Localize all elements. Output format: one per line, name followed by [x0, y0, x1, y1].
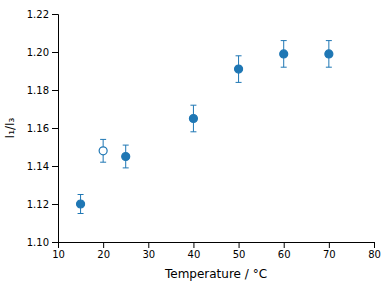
tick: 1.20: [27, 47, 58, 58]
tick-mark: [374, 242, 375, 248]
point: [325, 50, 333, 58]
x-axis: 10 20 30 40 50 60 70 80: [52, 242, 381, 260]
tick-label: 1.12: [27, 199, 49, 210]
point: [99, 147, 107, 155]
tick: 80: [368, 242, 381, 260]
point: [280, 50, 288, 58]
error-bar: [236, 56, 242, 83]
tick-mark: [148, 242, 149, 248]
x-axis-title: Temperature / °C: [164, 267, 267, 281]
tick-label: 1.14: [27, 161, 49, 172]
axis-line: [52, 15, 59, 243]
tick-label: 60: [278, 249, 291, 260]
point: [77, 200, 85, 208]
error-bar: [281, 41, 287, 68]
tick-mark: [52, 166, 58, 167]
point: [122, 153, 130, 161]
tick: 1.12: [27, 199, 58, 210]
tick-mark: [239, 242, 240, 248]
tick-mark: [193, 242, 194, 248]
series: [99, 139, 107, 162]
tick: 1.10: [27, 237, 58, 248]
tick-label: 10: [52, 249, 65, 260]
tick-label: 80: [368, 249, 381, 260]
tick-mark: [284, 242, 285, 248]
tick: 20: [97, 242, 110, 260]
tick-mark: [52, 52, 58, 53]
y-axis: 1.10 1.12 1.14 1.16 1.18 1.20 1.22: [27, 9, 59, 248]
tick-mark: [52, 14, 58, 15]
tick: 10: [52, 242, 65, 260]
error-bar: [326, 41, 332, 68]
chart: 10 20 30 40 50 60 70 80 1.10 1.12 1.14 1.16 1.18 1.20…: [0, 0, 390, 286]
point: [235, 65, 243, 73]
error-bar: [78, 195, 84, 214]
axis-line: [59, 243, 375, 249]
tick-label: 1.22: [27, 9, 49, 20]
tick-mark: [52, 242, 58, 243]
tick: 30: [142, 242, 155, 260]
tick-mark: [52, 90, 58, 91]
tick-label: 1.16: [27, 123, 49, 134]
tick: 1.18: [27, 85, 58, 96]
point: [189, 115, 197, 123]
error-bar: [190, 105, 196, 132]
tick: 50: [233, 242, 246, 260]
series: [77, 41, 333, 214]
tick-mark: [103, 242, 104, 248]
tick: 1.22: [27, 9, 58, 20]
tick-mark: [329, 242, 330, 248]
tick-label: 20: [97, 249, 110, 260]
plot-area: [77, 41, 333, 214]
tick-label: 1.18: [27, 85, 49, 96]
tick: 1.14: [27, 161, 58, 172]
tick-mark: [52, 128, 58, 129]
tick-label: 40: [188, 249, 201, 260]
tick-label: 1.20: [27, 47, 49, 58]
tick-mark: [52, 204, 58, 205]
y-axis-title: I₁/I₃: [3, 117, 17, 138]
error-bar: [100, 139, 106, 162]
tick: 1.16: [27, 123, 58, 134]
tick-label: 30: [142, 249, 155, 260]
tick-label: 1.10: [27, 237, 49, 248]
tick: 40: [188, 242, 201, 260]
tick: 60: [278, 242, 291, 260]
tick: 70: [323, 242, 336, 260]
tick-label: 70: [323, 249, 336, 260]
tick-label: 50: [233, 249, 246, 260]
